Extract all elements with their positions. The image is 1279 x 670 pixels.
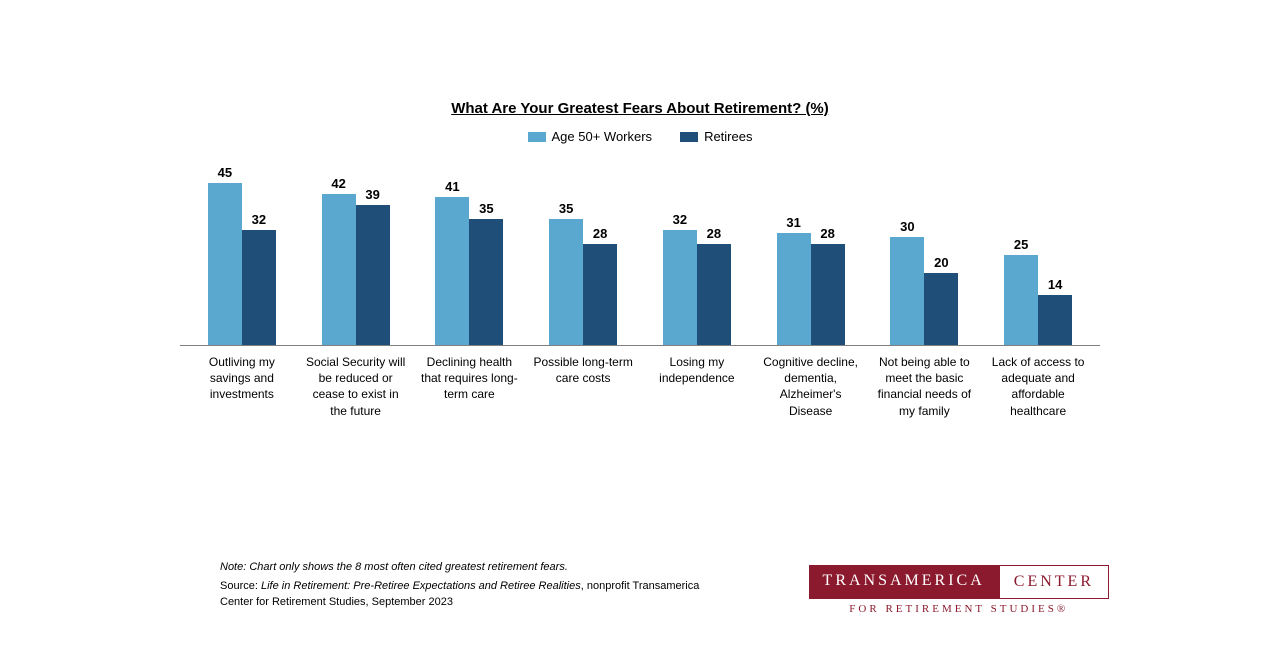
brand-logo: TRANSAMERICA CENTER FOR RETIREMENT STUDI… <box>809 565 1109 615</box>
legend-swatch-workers <box>528 132 546 142</box>
logo-word-transamerica: TRANSAMERICA <box>809 565 999 599</box>
footer-notes: Note: Chart only shows the 8 most often … <box>220 560 700 610</box>
category-label: Declining health that requires long-term… <box>413 354 527 419</box>
bar-value-label: 35 <box>559 201 573 216</box>
bar-wrap: 20 <box>924 255 958 345</box>
bar-group: 32 28 <box>640 212 754 345</box>
bar-group: 41 35 <box>413 179 527 345</box>
bar-wrap: 28 <box>811 226 845 345</box>
bar-value-label: 32 <box>252 212 266 227</box>
bar <box>208 183 242 345</box>
chart-container: What Are Your Greatest Fears About Retir… <box>180 100 1100 419</box>
bar-value-label: 45 <box>218 165 232 180</box>
bar <box>549 219 583 345</box>
category-label: Not being able to meet the basic financi… <box>868 354 982 419</box>
source-prefix: Source: <box>220 580 261 592</box>
bar <box>890 237 924 345</box>
legend-item-retirees: Retirees <box>680 129 752 144</box>
chart-title: What Are Your Greatest Fears About Retir… <box>180 100 1100 117</box>
bar <box>697 244 731 345</box>
bar <box>242 230 276 345</box>
category-label: Outliving my savings and investments <box>185 354 299 419</box>
bar <box>777 233 811 345</box>
bar-wrap: 42 <box>322 176 356 345</box>
bar-value-label: 20 <box>934 255 948 270</box>
bar-group: 35 28 <box>526 201 640 345</box>
bar <box>1004 255 1038 345</box>
category-label: Lack of access to adequate and affordabl… <box>981 354 1095 419</box>
bar <box>1038 295 1072 345</box>
bar-value-label: 32 <box>673 212 687 227</box>
bar-wrap: 39 <box>356 187 390 345</box>
bar-wrap: 35 <box>469 201 503 345</box>
bar-group: 45 32 <box>185 165 299 345</box>
bar <box>583 244 617 345</box>
category-label: Social Security will be reduced or cease… <box>299 354 413 419</box>
bar-wrap: 25 <box>1004 237 1038 345</box>
legend-label-retirees: Retirees <box>704 129 752 144</box>
bar-group: 42 39 <box>299 176 413 345</box>
bar-wrap: 28 <box>697 226 731 345</box>
legend-item-workers: Age 50+ Workers <box>528 129 653 144</box>
bar-group: 25 14 <box>981 237 1095 345</box>
logo-tagline: FOR RETIREMENT STUDIES® <box>809 603 1109 615</box>
category-label: Losing my independence <box>640 354 754 419</box>
bar-wrap: 35 <box>549 201 583 345</box>
bar-group: 30 20 <box>868 219 982 345</box>
category-label: Cognitive decline, dementia, Alzheimer's… <box>754 354 868 419</box>
bar-wrap: 45 <box>208 165 242 345</box>
bar-value-label: 39 <box>365 187 379 202</box>
bar-value-label: 28 <box>707 226 721 241</box>
bar <box>811 244 845 345</box>
legend-swatch-retirees <box>680 132 698 142</box>
bar <box>356 205 390 345</box>
footer-note: Note: Chart only shows the 8 most often … <box>220 560 700 575</box>
bar-value-label: 41 <box>445 179 459 194</box>
x-axis-labels: Outliving my savings and investmentsSoci… <box>180 354 1100 419</box>
bar-value-label: 35 <box>479 201 493 216</box>
logo-word-center: CENTER <box>999 565 1109 599</box>
bar <box>469 219 503 345</box>
bar <box>322 194 356 345</box>
bar-value-label: 28 <box>593 226 607 241</box>
bar <box>435 197 469 345</box>
bar-value-label: 25 <box>1014 237 1028 252</box>
bar <box>924 273 958 345</box>
bar-wrap: 31 <box>777 215 811 345</box>
bar-wrap: 30 <box>890 219 924 345</box>
source-title: Life in Retirement: Pre-Retiree Expectat… <box>261 580 581 592</box>
bar-wrap: 14 <box>1038 277 1072 345</box>
plot-area: 45 32 42 39 41 35 35 28 32 28 31 28 30 20 25 14 <box>180 166 1100 346</box>
legend-label-workers: Age 50+ Workers <box>552 129 653 144</box>
bar-value-label: 42 <box>331 176 345 191</box>
legend: Age 50+ Workers Retirees <box>180 129 1100 144</box>
bar-wrap: 28 <box>583 226 617 345</box>
bar-wrap: 32 <box>663 212 697 345</box>
bar <box>663 230 697 345</box>
bar-group: 31 28 <box>754 215 868 345</box>
bar-value-label: 14 <box>1048 277 1062 292</box>
bar-wrap: 32 <box>242 212 276 345</box>
footer-source: Source: Life in Retirement: Pre-Retiree … <box>220 579 700 610</box>
bar-value-label: 31 <box>786 215 800 230</box>
bar-value-label: 28 <box>820 226 834 241</box>
logo-top-row: TRANSAMERICA CENTER <box>809 565 1109 599</box>
bar-wrap: 41 <box>435 179 469 345</box>
category-label: Possible long-term care costs <box>526 354 640 419</box>
bar-value-label: 30 <box>900 219 914 234</box>
